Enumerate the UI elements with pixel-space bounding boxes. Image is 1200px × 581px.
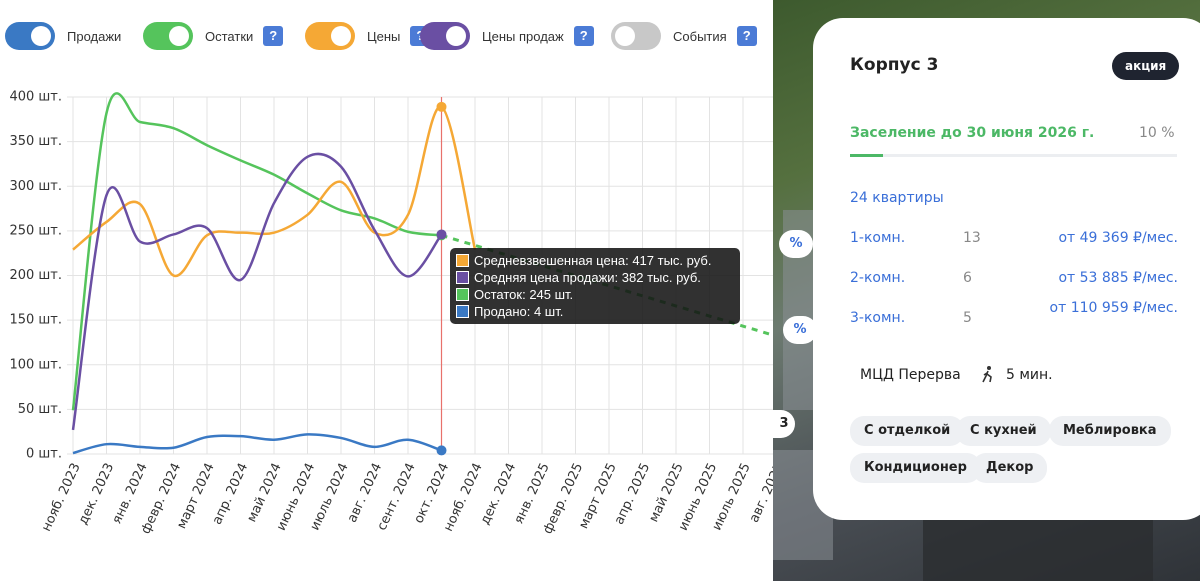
- toggle[interactable]: [420, 22, 470, 50]
- room-type: 3-комн.: [850, 310, 906, 326]
- series-line: [71, 152, 443, 431]
- progress-track: [850, 154, 1177, 157]
- hover-point: [436, 229, 447, 240]
- y-tick-label: 50 шт.: [18, 402, 62, 417]
- tag[interactable]: Кондиционер: [850, 453, 981, 483]
- map-marker[interactable]: %: [783, 316, 817, 344]
- room-price: от 49 369 ₽/мес.: [1058, 230, 1178, 246]
- tooltip: Средневзвешенная цена: 417 тыс. руб. Сред…: [450, 248, 740, 324]
- legend-item: Остатки?: [143, 22, 284, 50]
- y-tick-label: 250 шт.: [9, 223, 62, 238]
- hover-point: [436, 101, 447, 112]
- x-tick-label: нояб. 2023: [39, 461, 84, 534]
- tooltip-text: Средневзвешенная цена: 417 тыс. руб.: [474, 253, 712, 268]
- help-icon[interactable]: ?: [573, 26, 594, 46]
- y-tick-label: 0 шт.: [26, 447, 62, 462]
- y-tick-label: 400 шт.: [9, 90, 62, 105]
- toggle[interactable]: [305, 22, 355, 50]
- y-tick-label: 100 шт.: [9, 357, 62, 372]
- room-count: 6: [963, 270, 972, 286]
- progress-label: 10 %: [1139, 125, 1175, 141]
- legend-label: События: [673, 28, 727, 44]
- legend-item: Цены продаж?: [420, 22, 594, 50]
- tooltip-row: Средняя цена продажи: 382 тыс. руб.: [456, 269, 734, 286]
- tag[interactable]: С кухней: [956, 416, 1051, 446]
- y-tick-label: 150 шт.: [9, 313, 62, 328]
- tooltip-row: Средневзвешенная цена: 417 тыс. руб.: [456, 252, 734, 269]
- tag[interactable]: С отделкой: [850, 416, 965, 446]
- tooltip-swatch: [456, 271, 469, 284]
- help-icon[interactable]: ?: [736, 26, 757, 46]
- room-count: 5: [963, 310, 972, 326]
- hover-point: [436, 445, 447, 456]
- room-price: от 53 885 ₽/мес.: [1058, 270, 1178, 286]
- tooltip-swatch: [456, 305, 469, 318]
- tooltip-text: Продано: 4 шт.: [474, 304, 564, 319]
- tooltip-swatch: [456, 288, 469, 301]
- tag[interactable]: Меблировка: [1049, 416, 1171, 446]
- building-card: Корпус 3 акция Заселение до 30 июня 2026…: [813, 18, 1200, 520]
- tooltip-text: Средняя цена продажи: 382 тыс. руб.: [474, 270, 701, 285]
- toggle[interactable]: [5, 22, 55, 50]
- map-marker[interactable]: %: [779, 230, 813, 258]
- walk-icon: [982, 366, 992, 383]
- legend-item: Продажи: [5, 22, 121, 50]
- help-icon[interactable]: ?: [263, 26, 284, 46]
- card-title: Корпус 3: [850, 55, 939, 75]
- legend-label: Цены продаж: [482, 28, 564, 44]
- tooltip-swatch: [456, 254, 469, 267]
- toggle[interactable]: [143, 22, 193, 50]
- walk-time: 5 мин.: [1006, 367, 1053, 383]
- y-tick-label: 350 шт.: [9, 134, 62, 149]
- apartments-count[interactable]: 24 квартиры: [850, 190, 944, 206]
- tooltip-text: Остаток: 245 шт.: [474, 287, 574, 302]
- room-type: 2-комн.: [850, 270, 906, 286]
- legend-label: Продажи: [67, 28, 122, 44]
- tooltip-row: Продано: 4 шт.: [456, 303, 734, 320]
- building: [923, 520, 1153, 581]
- legend-label: Цены: [367, 28, 401, 44]
- toggle[interactable]: [611, 22, 661, 50]
- chart: 0 шт. 50 шт. 100 шт. 150 шт. 200 шт. 250 шт. 3…: [9, 90, 773, 536]
- tag[interactable]: Декор: [972, 453, 1048, 483]
- badge[interactable]: акция: [1112, 52, 1180, 80]
- progress-bar: [850, 154, 883, 157]
- fade: [813, 324, 1200, 330]
- series-line: [71, 92, 442, 411]
- room-type: 1-комн.: [850, 230, 906, 246]
- station: МЦД Перерва: [860, 367, 961, 383]
- series-line: [72, 105, 477, 277]
- series-line: [72, 433, 442, 455]
- map-marker[interactable]: 3: [773, 410, 795, 438]
- legend-label: Остатки: [205, 28, 254, 44]
- legend-item: События?: [611, 22, 757, 50]
- tooltip-row: Остаток: 245 шт.: [456, 286, 734, 303]
- room-count: 13: [963, 230, 981, 246]
- settlement: Заселение до 30 июня 2026 г.: [850, 125, 1095, 141]
- room-price: от 110 959 ₽/мес.: [1049, 300, 1178, 316]
- y-tick-label: 200 шт.: [9, 268, 62, 283]
- legend-item: Цены?: [305, 22, 431, 50]
- y-tick-label: 300 шт.: [9, 179, 62, 194]
